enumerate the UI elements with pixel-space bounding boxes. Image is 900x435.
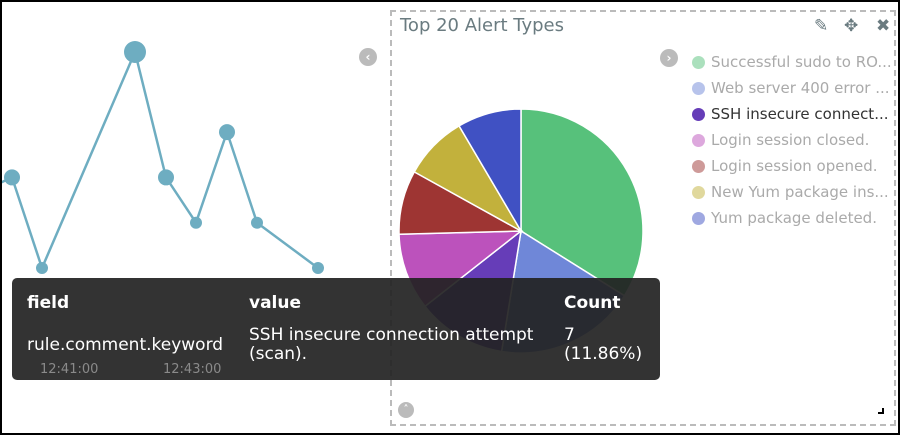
legend: Successful sudo to RO... Web server 400 e… — [692, 49, 892, 231]
tooltip-header-field: field — [27, 293, 70, 313]
legend-item[interactable]: Login session closed. — [692, 127, 892, 153]
data-point[interactable] — [36, 262, 48, 274]
legend-label: Successful sudo to RO... — [711, 53, 892, 71]
close-icon[interactable]: ✖ — [876, 16, 891, 36]
legend-dot-icon — [692, 55, 705, 69]
pie-slice[interactable] — [458, 108, 522, 234]
pencil-icon[interactable]: ✎ — [814, 16, 829, 36]
data-point[interactable] — [124, 41, 146, 63]
legend-item[interactable]: SSH insecure connect... — [692, 101, 892, 127]
legend-label: Login session closed. — [711, 131, 870, 149]
legend-dot-icon — [692, 133, 705, 147]
panel-title: Top 20 Alert Types — [400, 15, 565, 36]
tooltip-header-count: Count — [564, 293, 621, 313]
legend-label: Login session opened. — [711, 157, 878, 175]
tooltip-header-value: value — [249, 293, 302, 313]
x-tick-label: 12:41:00 — [40, 362, 99, 377]
pie-slice[interactable] — [520, 108, 644, 297]
legend-label: New Yum package ins... — [711, 183, 889, 201]
chevron-left-icon[interactable]: ‹ — [359, 48, 377, 66]
legend-dot-icon — [692, 107, 705, 121]
legend-dot-icon — [692, 185, 705, 199]
legend-label: Web server 400 error ... — [711, 79, 890, 97]
legend-item[interactable]: Successful sudo to RO... — [692, 49, 892, 75]
tooltip-value-line2: (scan). — [249, 344, 308, 364]
series-line — [0, 48, 319, 272]
data-point[interactable] — [312, 262, 324, 274]
line-chart — [0, 41, 324, 274]
tooltip-field: rule.comment.keyword — [27, 335, 224, 355]
tooltip-percent: (11.86%) — [564, 344, 643, 364]
legend-item[interactable]: New Yum package ins... — [692, 179, 892, 205]
tooltip-value-line1: SSH insecure connection attempt — [249, 325, 534, 345]
legend-label: SSH insecure connect... — [711, 105, 889, 123]
legend-item[interactable]: Login session opened. — [692, 153, 892, 179]
data-point[interactable] — [190, 216, 202, 229]
move-icon[interactable]: ✥ — [844, 16, 859, 36]
legend-dot-icon — [692, 81, 705, 95]
legend-dot-icon — [692, 211, 705, 225]
legend-item[interactable]: Yum package deleted. — [692, 205, 892, 231]
chevron-up-icon[interactable]: ˄ — [398, 402, 414, 418]
data-point[interactable] — [219, 124, 235, 141]
legend-dot-icon — [692, 159, 705, 173]
legend-item[interactable]: Web server 400 error ... — [692, 75, 892, 101]
data-point[interactable] — [251, 216, 263, 229]
resize-handle[interactable] — [878, 408, 884, 414]
data-point[interactable] — [158, 169, 174, 186]
x-tick-label: 12:43:00 — [163, 362, 222, 377]
tooltip: field value Count rule.comment.keyword S… — [12, 278, 660, 380]
chevron-right-icon[interactable]: › — [660, 49, 678, 67]
legend-label: Yum package deleted. — [711, 209, 877, 227]
tooltip-count: 7 — [564, 325, 575, 345]
data-point[interactable] — [4, 169, 20, 186]
